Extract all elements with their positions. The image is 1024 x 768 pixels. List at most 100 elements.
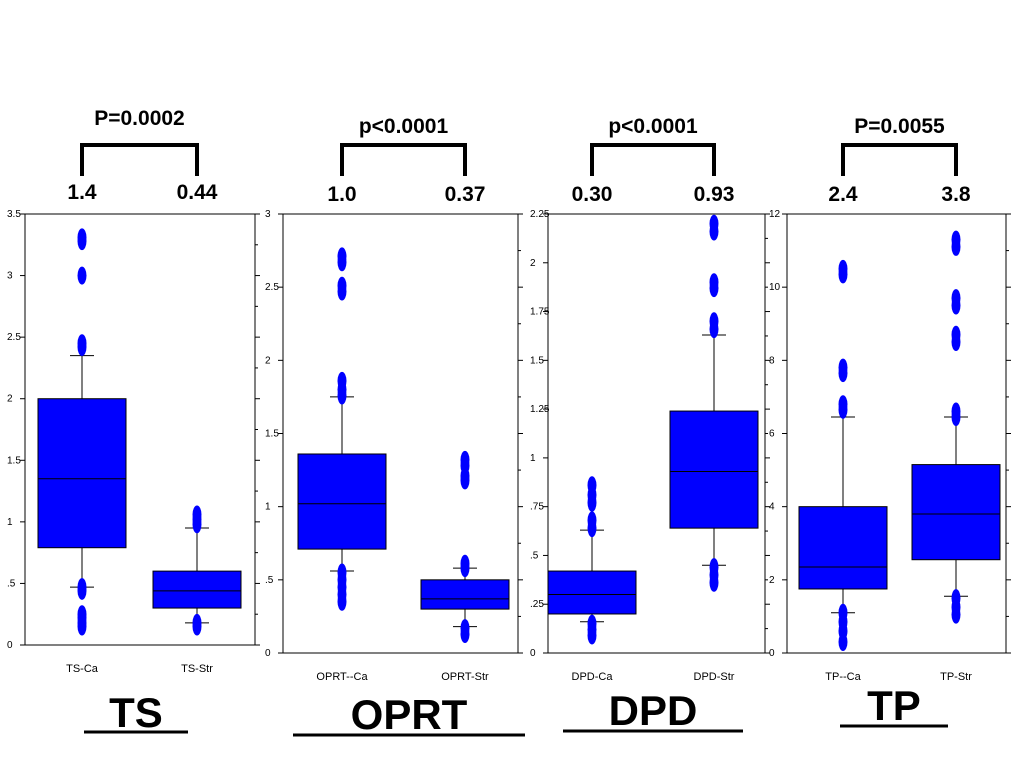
category-label: DPD-Str [694,671,735,683]
category-label: TS-Str [181,663,213,675]
outlier-point [951,230,961,249]
y-tick-label: 0 [265,648,271,659]
y-tick-label: 1 [530,453,536,464]
outlier-point [951,289,961,308]
y-tick-label: 1.5 [7,455,21,466]
y-tick-label: 2 [265,355,271,366]
outlier-point [192,505,202,524]
median-value-label: 0.37 [445,183,486,206]
outlier-point [951,325,961,344]
p-value-label: p<0.0001 [359,115,449,138]
outlier-point [337,371,347,390]
panel-title: DPD [609,687,698,734]
p-value-label: p<0.0001 [608,115,698,138]
median-value-label: 0.44 [177,181,218,204]
outlier-point [77,228,87,247]
outlier-point [709,312,719,331]
category-label: TP--Ca [825,671,861,683]
median-value-label: 0.30 [572,183,613,206]
y-tick-label: 6 [769,429,775,440]
y-tick-label: 3 [265,209,271,220]
y-tick-label: 1 [7,517,13,528]
outlier-point [709,558,719,577]
outlier-point [587,614,597,633]
outlier-point [587,476,597,495]
box-tp-str [911,230,1001,624]
outlier-point [77,605,87,624]
outlier-point [951,589,961,608]
y-tick-label: 2 [7,394,13,405]
significance-bracket [841,143,958,176]
median-value-label: 1.4 [67,181,97,204]
y-tick-label: 4 [769,502,775,513]
y-tick-label: 1.5 [265,429,279,440]
y-tick-label: 1 [265,502,271,513]
y-tick-label: 12 [769,209,781,220]
outlier-point [838,395,848,414]
y-tick-label: 2 [769,575,775,586]
box-dpd-str [669,214,759,592]
y-tick-label: 8 [769,355,775,366]
median-value-label: 1.0 [327,183,356,206]
y-tick-label: 2.5 [265,282,279,293]
outlier-point [838,603,848,622]
p-value-label: P=0.0055 [854,115,945,138]
y-tick-label: .5 [7,578,16,589]
outlier-point [337,247,347,266]
iqr-box [547,570,637,615]
y-tick-label: .5 [530,550,539,561]
panel-tp: 0 2 4 6 8 10 12 TP--Ca 2.4 TP-Str 3.8 P=0.0055 TP [769,115,1011,729]
outlier-point [337,563,347,582]
outlier-point [77,578,87,597]
outlier-point [337,276,347,295]
category-label: OPRT--Ca [316,671,368,683]
significance-bracket [80,143,199,176]
category-label: DPD-Ca [572,671,614,683]
box-oprt-str [420,450,510,643]
box-oprt-ca [297,247,387,611]
y-tick-label: 1.25 [530,404,550,415]
outlier-point [838,358,848,377]
box-dpd-ca [547,476,637,645]
box-tp-ca [798,259,888,652]
iqr-box [152,570,242,609]
outlier-point [192,613,202,632]
category-label: TS-Ca [66,663,99,675]
iqr-box [911,464,1001,561]
panel-dpd: 0 .25 .5 .75 1 1.25 1.5 1.75 2 2.25 DPD-Ca 0.30 DPD-… [530,115,770,734]
p-value-label: P=0.0002 [94,107,185,130]
category-label: OPRT-Str [441,671,489,683]
outlier-point [77,266,87,285]
outlier-point [587,511,597,530]
panel-oprt: 0 .5 1 1.5 2 2.5 3 OPRT--Ca 1.0 OPRT-Str 0.37 p<0.0… [265,115,525,738]
panel-title: OPRT [351,691,468,738]
y-tick-label: 1.5 [530,355,544,366]
iqr-box [798,506,888,590]
outlier-point [709,214,719,233]
y-tick-label: 0 [769,648,775,659]
panel-ts: 0 .5 1 1.5 2 2.5 3 3.5 TS-Ca 1.4 TS-Str 0.44 P=0.000… [7,107,260,736]
outlier-point [838,259,848,278]
panel-title: TS [109,689,163,736]
iqr-box [37,398,127,549]
outlier-point [951,402,961,421]
category-label: TP-Str [940,671,972,683]
y-tick-label: 2.5 [7,332,21,343]
y-tick-label: 1.75 [530,307,550,318]
y-tick-label: .25 [530,599,544,610]
iqr-box [669,410,759,529]
iqr-box [420,579,510,610]
y-tick-label: 0 [7,640,13,651]
significance-bracket [590,143,716,176]
y-tick-label: 3.5 [7,209,21,220]
box-ts-str [152,505,242,636]
iqr-box [297,453,387,550]
y-tick-label: 2.25 [530,209,550,220]
y-tick-label: 10 [769,282,781,293]
y-tick-label: 0 [530,648,536,659]
y-tick-label: .5 [265,575,274,586]
median-value-label: 0.93 [694,183,735,206]
outlier-point [709,273,719,292]
outlier-point [77,334,87,353]
